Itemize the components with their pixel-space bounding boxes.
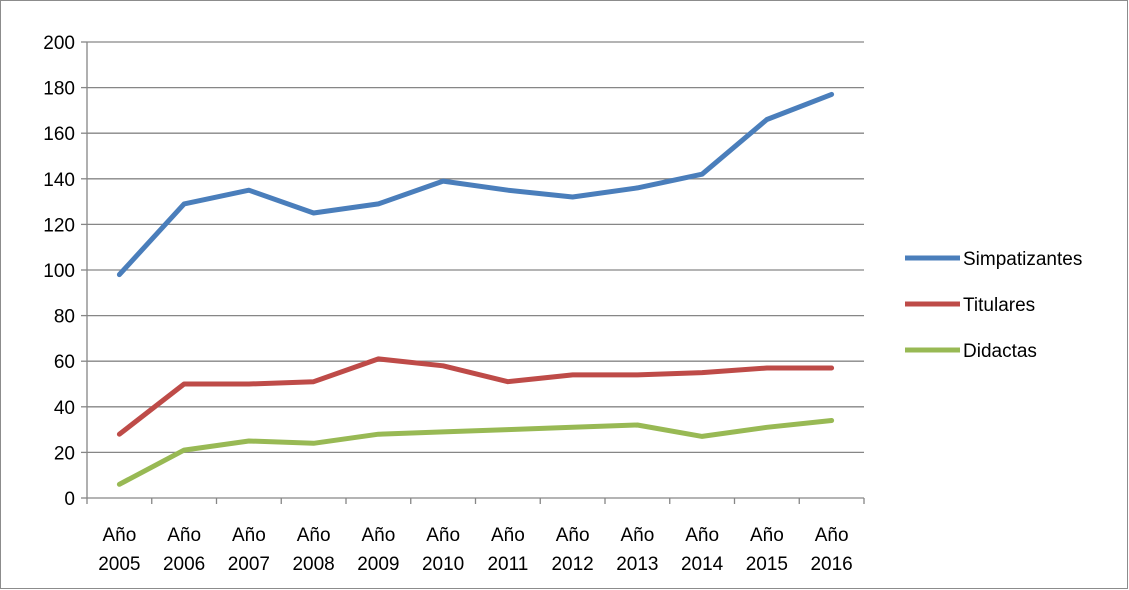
legend-label-didactas: Didactas <box>963 341 1037 362</box>
y-tick-label: 160 <box>43 124 75 145</box>
series-line-titulares <box>116 356 835 437</box>
series-line-didactas <box>116 418 835 487</box>
x-tick-label: Año <box>620 525 654 546</box>
x-axis-ticks: Año 2005 Año 2006 Año 2007 Año 2008 Año 2009 Año 20… <box>86 498 865 575</box>
x-tick-label: 2007 <box>228 554 270 575</box>
legend-label-titulares: Titulares <box>963 295 1035 316</box>
x-tick-label: 2009 <box>357 554 399 575</box>
series-lines <box>116 91 835 487</box>
x-tick-label: Año <box>556 525 590 546</box>
legend: Simpatizantes Titulares Didactas <box>905 249 1082 362</box>
x-tick-label: 2006 <box>163 554 205 575</box>
legend-label-simpatizantes: Simpatizantes <box>963 249 1082 270</box>
y-tick-label: 20 <box>54 443 75 464</box>
x-tick-label: Año <box>815 525 849 546</box>
x-tick-label: Año <box>232 525 266 546</box>
x-tick-label: Año <box>297 525 331 546</box>
y-tick-label: 80 <box>54 307 75 328</box>
y-tick-label: 140 <box>43 170 75 191</box>
gridlines <box>87 41 864 454</box>
x-tick-label: 2005 <box>98 554 140 575</box>
x-tick-label: Año <box>426 525 460 546</box>
x-tick-label: Año <box>491 525 525 546</box>
x-tick-label: 2014 <box>681 554 724 575</box>
x-tick-label: 2016 <box>810 554 852 575</box>
x-tick-label: 2015 <box>746 554 788 575</box>
y-tick-label: 180 <box>43 79 75 100</box>
x-tick-label: 2012 <box>551 554 593 575</box>
x-tick-label: Año <box>750 525 784 546</box>
series-line-simpatizantes <box>116 91 835 278</box>
y-tick-label: 200 <box>43 33 75 54</box>
x-tick-label: 2008 <box>292 554 334 575</box>
y-tick-label: 100 <box>43 261 75 282</box>
x-tick-label: Año <box>102 525 136 546</box>
x-tick-label: 2011 <box>487 554 528 575</box>
y-tick-label: 0 <box>64 489 75 510</box>
x-tick-label: Año <box>361 525 395 546</box>
x-tick-label: 2010 <box>422 554 464 575</box>
y-tick-label: 120 <box>43 215 75 236</box>
x-tick-label: Año <box>685 525 719 546</box>
y-tick-label: 60 <box>54 352 75 373</box>
x-tick-label: Año <box>167 525 201 546</box>
x-tick-label: 2013 <box>616 554 658 575</box>
y-tick-label: 40 <box>54 398 75 419</box>
y-axis-ticks: 0 20 40 60 80 100 120 140 160 180 200 <box>43 33 87 510</box>
